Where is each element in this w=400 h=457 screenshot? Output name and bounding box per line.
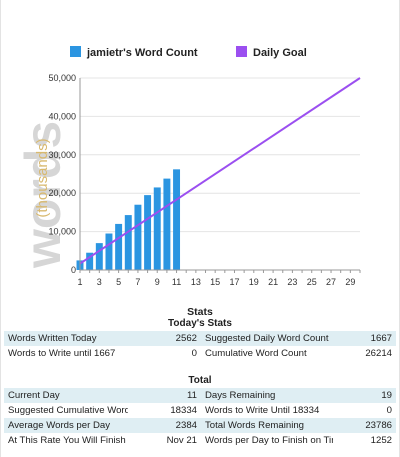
word-count-chart: words (thousands) 0 10,000 20,000 30,000 40,… bbox=[15, 46, 361, 287]
stat-label: Days Remaining bbox=[201, 388, 333, 403]
y-axis-label: (thousands) bbox=[34, 138, 51, 217]
total-stats-title: Total bbox=[188, 375, 212, 386]
stat-label: Words to Write until 1667 bbox=[8, 348, 116, 359]
total-stats-section: Total Current Day 11 Days Remaining 19 S… bbox=[4, 375, 396, 448]
bar-series bbox=[76, 169, 181, 270]
x-tick-label: 23 bbox=[287, 277, 297, 287]
stat-value: 2562 bbox=[128, 331, 201, 346]
total-stats-table: Current Day 11 Days Remaining 19 Suggest… bbox=[4, 388, 396, 448]
chart-gridlines bbox=[80, 77, 360, 233]
stat-label: Words per Day to Finish on Time bbox=[205, 435, 333, 446]
x-tick-label: 21 bbox=[268, 277, 278, 287]
stat-label: Words to Write Until 18334 bbox=[205, 405, 320, 416]
legend-swatch-daily-goal bbox=[236, 46, 247, 57]
stat-value: Nov 21 bbox=[166, 435, 197, 446]
word-count-bar bbox=[86, 252, 94, 270]
stat-label: At This Rate You Will Finish On bbox=[8, 435, 128, 446]
x-tick-label: 27 bbox=[326, 277, 336, 287]
word-count-bar bbox=[153, 187, 161, 270]
stat-value: 23786 bbox=[333, 418, 396, 433]
y-tick-label: 20,000 bbox=[48, 188, 76, 198]
stat-value: 11 bbox=[128, 388, 201, 403]
stat-value: 18334 bbox=[170, 405, 197, 416]
y-tick-label: 0 bbox=[71, 265, 76, 275]
goal-line-series bbox=[79, 77, 361, 265]
y-tick-label: 40,000 bbox=[48, 111, 76, 121]
chart-axes bbox=[79, 78, 360, 271]
x-tick-label: 7 bbox=[135, 277, 140, 287]
todays-stats-table: Words Written Today 2562 Suggested Daily… bbox=[4, 331, 396, 361]
y-tick-label: 50,000 bbox=[48, 73, 76, 83]
legend-swatch-word-count bbox=[70, 46, 81, 57]
x-tick-label: 29 bbox=[345, 277, 355, 287]
stats-title: Stats bbox=[187, 306, 213, 318]
y-tick-label: 30,000 bbox=[48, 150, 76, 160]
x-tick-label: 1 bbox=[77, 277, 82, 287]
stat-value: 26214 bbox=[365, 348, 392, 359]
word-count-bar bbox=[163, 178, 171, 270]
x-tick-label: 5 bbox=[116, 277, 121, 287]
stat-label: Cumulative Word Count bbox=[205, 348, 307, 359]
x-tick-label: 3 bbox=[97, 277, 102, 287]
stat-label: Average Words per Day bbox=[4, 418, 128, 433]
x-tick-labels: 1 3 5 7 9 11 13 15 17 19 21 23 25 27 29 bbox=[77, 270, 361, 287]
word-count-bar bbox=[105, 233, 113, 270]
stat-label: Suggested Daily Word Count bbox=[201, 331, 333, 346]
word-count-bar bbox=[144, 195, 152, 270]
y-tick-label: 10,000 bbox=[48, 227, 76, 237]
x-tick-label: 11 bbox=[172, 277, 181, 287]
x-tick-label: 9 bbox=[155, 277, 160, 287]
word-count-bar bbox=[134, 204, 142, 270]
todays-stats-title: Today's Stats bbox=[168, 318, 232, 329]
stat-value: 0 bbox=[191, 348, 197, 359]
legend-label-word-count: jamietr's Word Count bbox=[86, 47, 198, 59]
stat-value: 19 bbox=[333, 388, 396, 403]
stat-label: Total Words Remaining bbox=[201, 418, 333, 433]
x-tick-label: 25 bbox=[307, 277, 317, 287]
chart-watermark: words bbox=[15, 121, 71, 269]
stat-value: 2384 bbox=[128, 418, 201, 433]
word-count-bar bbox=[95, 243, 103, 270]
word-count-bar bbox=[173, 169, 181, 270]
x-tick-label: 19 bbox=[249, 277, 259, 287]
stat-value: 1667 bbox=[333, 331, 396, 346]
stat-value: 1252 bbox=[370, 435, 392, 446]
stat-label: Words Written Today bbox=[4, 331, 128, 346]
stats-section: Stats Today's Stats Words Written Today … bbox=[4, 306, 396, 361]
word-count-bar bbox=[115, 223, 123, 270]
stat-label: Suggested Cumulative Word Count bbox=[8, 405, 128, 416]
x-tick-label: 15 bbox=[210, 277, 220, 287]
x-tick-label: 17 bbox=[229, 277, 239, 287]
word-count-bar bbox=[124, 215, 132, 270]
daily-goal-line bbox=[79, 77, 361, 265]
chart-legend: jamietr's Word Count Daily Goal bbox=[70, 46, 307, 59]
x-tick-label: 13 bbox=[191, 277, 201, 287]
y-tick-labels: 0 10,000 20,000 30,000 40,000 50,000 bbox=[48, 73, 76, 275]
stat-label: Current Day bbox=[4, 388, 128, 403]
stat-value: 0 bbox=[386, 405, 392, 416]
legend-label-daily-goal: Daily Goal bbox=[253, 47, 307, 59]
